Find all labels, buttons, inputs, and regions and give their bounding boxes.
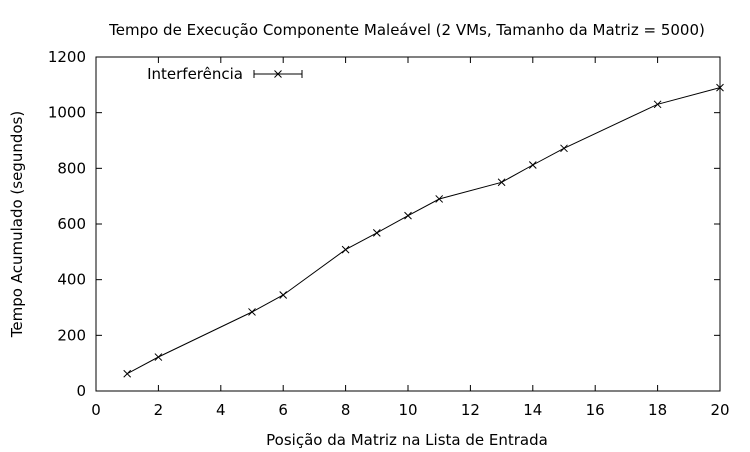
data-point (248, 308, 256, 316)
data-point (435, 195, 444, 203)
legend: Interferência (147, 65, 303, 83)
data-point-stroke (372, 229, 381, 237)
data-point-stroke (279, 291, 288, 299)
data-point (372, 229, 381, 237)
legend-marker (274, 70, 282, 78)
data-point-stroke (653, 100, 662, 109)
y-tick-label: 800 (57, 159, 86, 177)
x-tick-label: 8 (341, 401, 351, 419)
data-point-stroke (248, 308, 256, 316)
data-point-stroke (528, 161, 537, 169)
data-point (279, 291, 288, 299)
data-point (528, 161, 537, 169)
x-tick-label: 14 (523, 401, 542, 419)
data-point (560, 144, 568, 153)
data-point (497, 178, 506, 187)
data-point (123, 369, 132, 378)
x-tick-label: 18 (648, 401, 667, 419)
y-axis: 0 200 400 600 800 1000 1200 (48, 48, 720, 400)
data-point-stroke (154, 353, 163, 361)
data-point-stroke (716, 83, 724, 92)
data-point (341, 245, 350, 254)
data-point-stroke (435, 195, 444, 203)
plot-border (95, 56, 721, 392)
x-tick-label: 4 (216, 401, 226, 419)
data-point-stroke (497, 178, 506, 187)
y-tick-label: 600 (57, 215, 86, 233)
data-point (404, 211, 412, 220)
x-tick-label: 6 (278, 401, 288, 419)
data-point (716, 83, 724, 92)
series-layer (123, 83, 724, 378)
y-tick-label: 200 (57, 326, 86, 344)
data-point-stroke (123, 369, 132, 378)
data-point (653, 100, 662, 109)
chart-title: Tempo de Execução Componente Maleável (2… (108, 21, 705, 39)
legend-label: Interferência (147, 65, 243, 83)
data-point-stroke (560, 144, 568, 153)
x-tick-label: 12 (461, 401, 480, 419)
x-tick-label: 20 (710, 401, 729, 419)
data-point-stroke (341, 245, 350, 254)
x-tick-label: 2 (154, 401, 164, 419)
data-point (154, 353, 163, 361)
data-point-stroke (404, 211, 412, 220)
x-axis-label: Posição da Matriz na Lista de Entrada (266, 431, 548, 449)
y-tick-label: 1200 (48, 48, 86, 66)
plot-frame (95, 56, 721, 392)
legend-key (253, 70, 303, 78)
y-tick-label: 400 (57, 271, 86, 289)
series-line-interferencia (126, 87, 721, 375)
x-tick-label: 10 (398, 401, 417, 419)
x-tick-label: 0 (91, 401, 101, 419)
y-axis-label: Tempo Acumulado (segundos) (8, 111, 26, 338)
y-tick-label: 1000 (48, 104, 86, 122)
x-tick-label: 16 (586, 401, 605, 419)
x-axis: 0 2 4 6 8 10 12 14 16 18 20 (91, 57, 730, 419)
y-tick-label: 0 (76, 382, 86, 400)
